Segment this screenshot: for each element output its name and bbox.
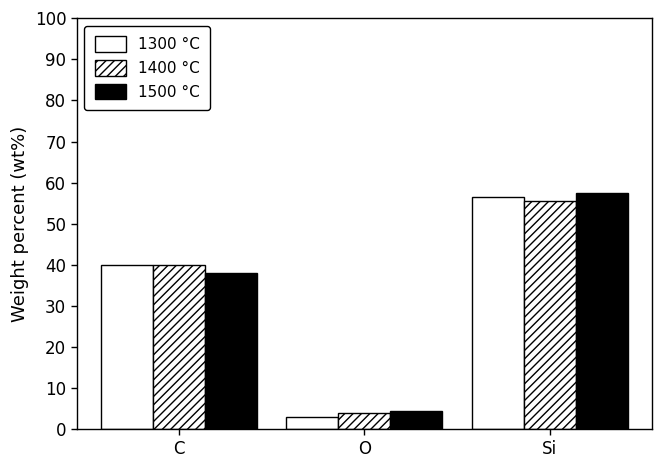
- Bar: [576, 193, 628, 430]
- Y-axis label: Weight percent (wt%): Weight percent (wt%): [11, 126, 29, 322]
- Bar: [472, 197, 524, 430]
- Bar: [152, 265, 205, 430]
- Bar: [391, 411, 442, 430]
- Bar: [205, 273, 257, 430]
- Bar: [286, 417, 338, 430]
- Legend: 1300 °C, 1400 °C, 1500 °C: 1300 °C, 1400 °C, 1500 °C: [84, 26, 210, 110]
- Bar: [524, 201, 576, 430]
- Bar: [101, 265, 152, 430]
- Bar: [338, 413, 391, 430]
